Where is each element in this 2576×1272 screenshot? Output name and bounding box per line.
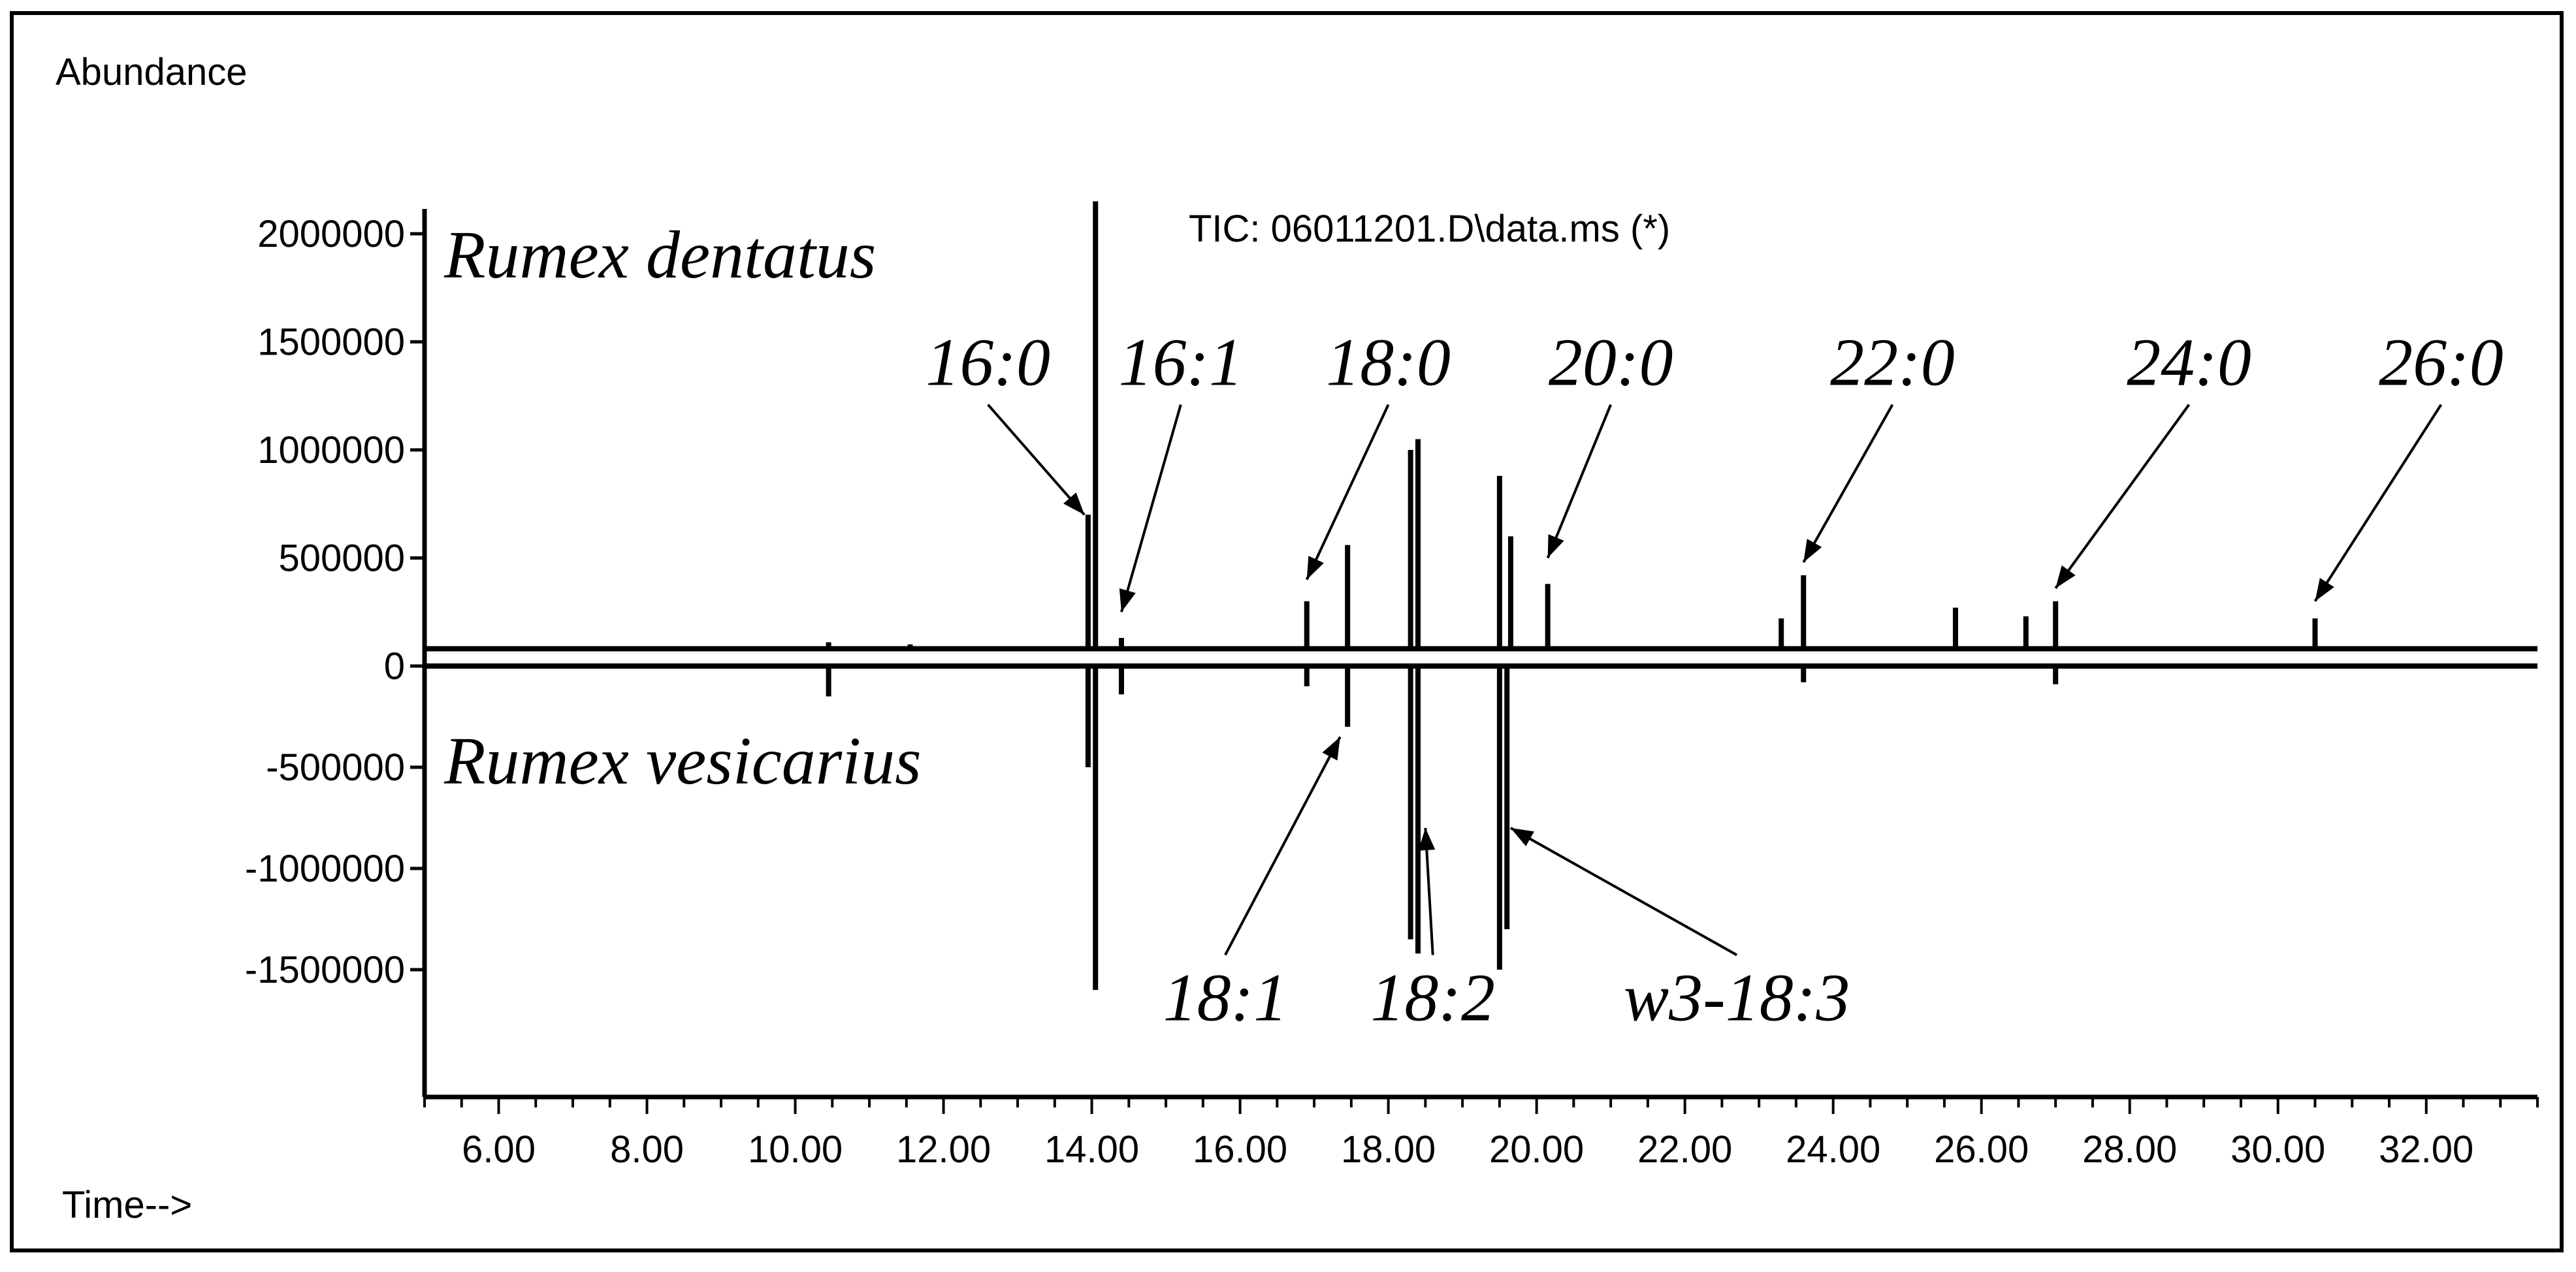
annotation-label: 18:0 bbox=[1326, 325, 1451, 400]
annotation-arrow bbox=[1120, 404, 1182, 612]
annotation-arrow bbox=[1802, 404, 1894, 564]
x-tick-label: 26.00 bbox=[1934, 1128, 2029, 1171]
annotation-label: 18:1 bbox=[1163, 961, 1288, 1036]
y-tick-label: 0 bbox=[384, 645, 405, 688]
annotation-arrow bbox=[1224, 736, 1342, 956]
annotation-arrow bbox=[2313, 404, 2443, 602]
peak-annotations: 16:0 16:1 18:0 20:0 22:0 24:0 26:0 18:1 18:2 w3-1… bbox=[926, 325, 2503, 1036]
x-tick-label: 10.00 bbox=[748, 1128, 843, 1171]
annotation-arrow bbox=[1305, 404, 1390, 580]
trace-label: TIC: 06011201.D\data.ms (*) bbox=[1189, 208, 1670, 250]
annotation-arrow bbox=[1546, 404, 1612, 559]
x-axis-title: Time--> bbox=[62, 1184, 192, 1226]
annotation-label: 16:1 bbox=[1118, 325, 1243, 400]
annotation-arrow bbox=[2054, 404, 2191, 590]
x-tick-label: 6.00 bbox=[462, 1128, 536, 1171]
x-tick-label: 24.00 bbox=[1786, 1128, 1880, 1171]
annotation-arrowhead bbox=[1510, 828, 1534, 846]
annotation-label: 20:0 bbox=[1549, 325, 1673, 400]
y-tick-label: 2000000 bbox=[257, 213, 405, 255]
y-tick-label: 500000 bbox=[278, 537, 405, 580]
annotation-arrowhead bbox=[1803, 539, 1822, 563]
x-tick-label: 14.00 bbox=[1044, 1128, 1139, 1171]
y-tick-label: 1000000 bbox=[257, 429, 405, 471]
annotation-arrowhead bbox=[1063, 492, 1085, 515]
annotation-label: w3-18:3 bbox=[1624, 961, 1850, 1036]
axes: 2000000 1500000 1000000 500000 0 -500000 -1000… bbox=[245, 209, 2539, 1171]
y-tick-label: -500000 bbox=[266, 746, 405, 789]
annotation-arrow bbox=[1509, 827, 1738, 957]
annotation-label: 18:2 bbox=[1370, 961, 1495, 1036]
x-tick-label: 20.00 bbox=[1489, 1128, 1584, 1171]
y-tick-label: -1000000 bbox=[245, 848, 405, 890]
x-tick-label: 16.00 bbox=[1193, 1128, 1287, 1171]
y-axis-title: Abundance bbox=[56, 51, 247, 93]
x-tick-label: 28.00 bbox=[2082, 1128, 2177, 1171]
x-tick-label: 30.00 bbox=[2230, 1128, 2325, 1171]
annotation-label: 16:0 bbox=[926, 325, 1050, 400]
figure-border bbox=[10, 11, 2564, 1252]
x-tick-label: 22.00 bbox=[1637, 1128, 1732, 1171]
annotation-label: 24:0 bbox=[2127, 325, 2251, 400]
annotation-label: 22:0 bbox=[1830, 325, 1955, 400]
annotation-arrowhead bbox=[1547, 534, 1564, 558]
x-tick-label: 32.00 bbox=[2379, 1128, 2473, 1171]
x-tick-label: 18.00 bbox=[1341, 1128, 1436, 1171]
annotation-arrowhead bbox=[1119, 588, 1136, 612]
annotation-arrowhead bbox=[2055, 565, 2076, 588]
annotation-label: 26:0 bbox=[2379, 325, 2504, 400]
annotation-arrowhead bbox=[1418, 828, 1436, 851]
annotation-arrowhead bbox=[2315, 578, 2334, 601]
x-tick-label: 12.00 bbox=[896, 1128, 991, 1171]
x-tick-label: 8.00 bbox=[610, 1128, 684, 1171]
series-label-rumex-dentatus: Rumex dentatus bbox=[443, 217, 876, 293]
traces bbox=[425, 201, 2537, 990]
annotation-arrowhead bbox=[1322, 737, 1340, 761]
y-tick-label: -1500000 bbox=[245, 949, 405, 991]
series-label-rumex-vesicarius: Rumex vesicarius bbox=[443, 723, 922, 799]
y-tick-label: 1500000 bbox=[257, 321, 405, 364]
annotation-arrowhead bbox=[1306, 556, 1324, 580]
annotation-arrow bbox=[987, 404, 1086, 516]
